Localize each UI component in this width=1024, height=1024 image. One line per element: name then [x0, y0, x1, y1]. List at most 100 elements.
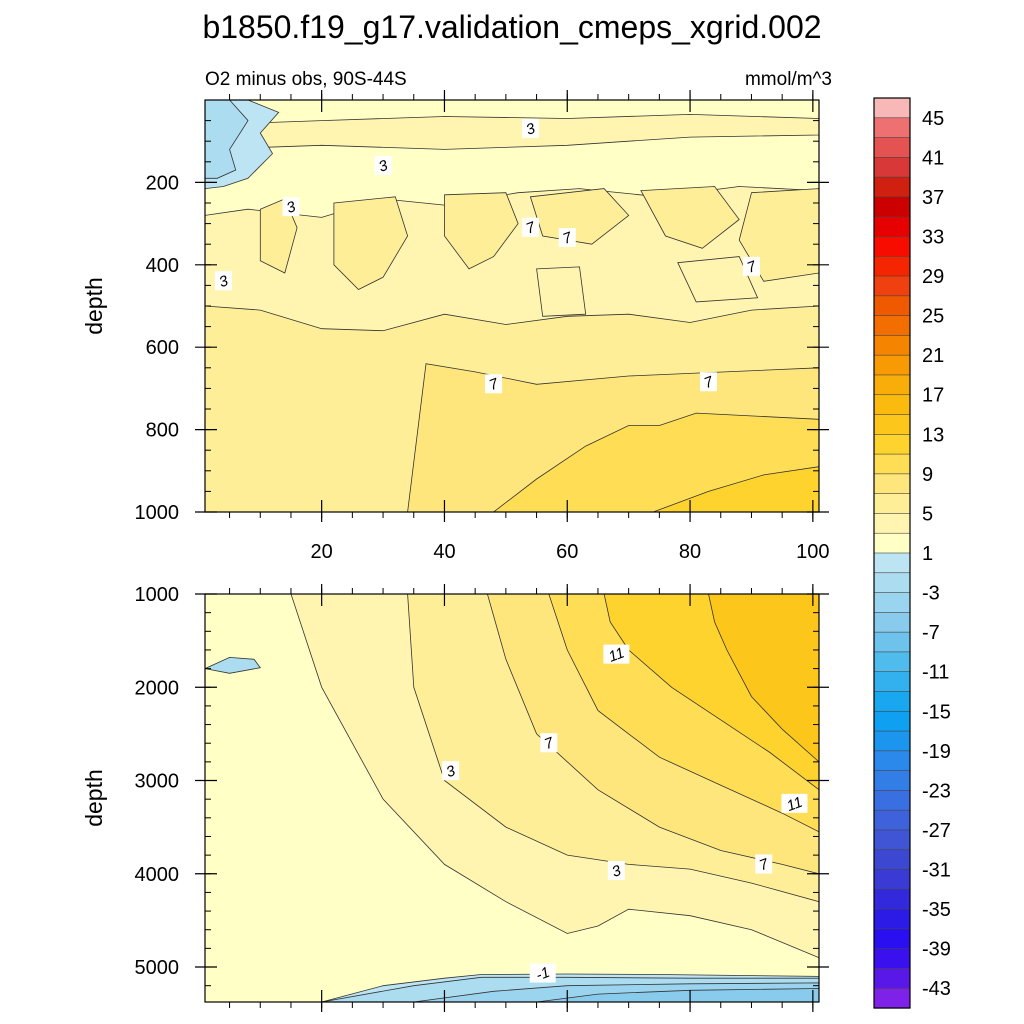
contour-region-level-neg3 — [205, 656, 262, 674]
contour-label-box — [485, 374, 503, 394]
y-tick-label: 3000 — [135, 771, 180, 793]
colorbar-label: 33 — [922, 227, 944, 249]
contour-region-level-neg3 — [205, 100, 249, 179]
contour-label-box — [699, 372, 717, 392]
y-tick-label: 200 — [146, 172, 179, 194]
colorbar-label: -15 — [922, 701, 951, 723]
contour-label-box — [521, 118, 539, 138]
contour-label-box — [603, 644, 630, 664]
y-tick-label: 4000 — [135, 864, 180, 886]
colorbar-swatch — [873, 453, 911, 475]
colorbar-swatch — [873, 354, 911, 376]
contour-region-level-11 — [653, 466, 819, 512]
colorbar-swatch — [873, 176, 911, 198]
colorbar-label: -31 — [922, 860, 951, 882]
colorbar-label: -27 — [922, 820, 951, 842]
contour-label-box — [214, 271, 232, 291]
x-tick-label: 40 — [433, 541, 455, 563]
colorbar-label: 13 — [922, 424, 944, 446]
colorbar-swatch — [873, 394, 911, 416]
figure-title: b1850.f19_g17.validation_cmeps_xgrid.002 — [202, 9, 821, 45]
colorbar-label: -11 — [922, 662, 949, 684]
contour-region-level-5 — [640, 186, 740, 249]
colorbar-frame — [873, 97, 911, 1009]
colorbar-label: -7 — [922, 622, 940, 644]
y-tick-label: 2000 — [135, 677, 180, 699]
colorbar-label: -35 — [922, 899, 951, 921]
colorbar-swatch — [873, 651, 911, 673]
colorbar-label: 37 — [922, 187, 944, 209]
contour-label: 11 — [784, 794, 804, 815]
y-tick-label: 400 — [146, 255, 179, 277]
contour-region-level-5 — [444, 192, 519, 270]
colorbar-swatch — [873, 730, 911, 752]
contour-region-level-5 — [333, 196, 409, 290]
colorbar-swatch — [873, 157, 911, 178]
colorbar-label: -19 — [922, 741, 951, 763]
colorbar-swatch — [873, 414, 911, 435]
colorbar-swatch — [873, 493, 911, 515]
contour-label-box — [755, 854, 773, 874]
contour-label-box — [529, 963, 556, 983]
contour-label-box — [607, 860, 625, 880]
colorbar-swatch — [873, 97, 911, 119]
y-tick-label: 800 — [146, 420, 179, 442]
upper-left-label: O2 minus obs, 90S-44S — [205, 69, 407, 90]
colorbar-swatch — [873, 948, 911, 970]
colorbar-swatch — [873, 117, 911, 139]
colorbar-swatch — [873, 335, 911, 356]
colorbar-label: -39 — [922, 939, 951, 961]
colorbar-swatch — [873, 473, 911, 495]
colorbar-label: 9 — [922, 464, 933, 486]
colorbar-swatch — [873, 710, 911, 732]
contour-region-level-neg7 — [536, 988, 819, 1002]
colorbar-swatch — [873, 255, 911, 277]
contour-label-box — [558, 228, 576, 248]
contour-region-level-3 — [536, 266, 587, 317]
colorbar-label: 25 — [922, 306, 944, 328]
colorbar-swatch — [873, 374, 911, 396]
colorbar-swatch — [873, 829, 911, 851]
y-axis: 200 400 600 800 1000 — [135, 99, 829, 524]
y-tick-label: 5000 — [135, 957, 180, 979]
x-axis: 20 40 60 80 100 — [229, 90, 830, 563]
colorbar-swatch — [873, 236, 911, 257]
colorbar-label: 41 — [922, 147, 944, 169]
x-tick-label: 20 — [311, 541, 333, 563]
colorbar-swatch — [873, 592, 911, 613]
colorbar-swatch — [873, 790, 911, 811]
colorbar-label: 17 — [922, 385, 944, 407]
contour-region-level-3 — [677, 256, 759, 303]
colorbar-label: -23 — [922, 780, 951, 802]
colorbar-swatch — [873, 750, 911, 772]
contour-region-level-5 — [529, 188, 630, 245]
colorbar-swatch — [873, 888, 911, 910]
colorbar-swatch — [873, 552, 911, 574]
y-axis-label: depth — [81, 277, 107, 335]
contour-label-box — [781, 793, 808, 813]
y-tick-label: 600 — [146, 337, 179, 359]
contour-region-level-13 — [708, 594, 819, 763]
colorbar-swatch — [873, 869, 911, 890]
colorbar-swatch — [873, 295, 911, 317]
x-axis — [229, 584, 814, 1012]
colorbar-swatch — [873, 987, 911, 1009]
colorbar-label: -43 — [922, 978, 951, 1000]
contour-label-box — [374, 155, 392, 175]
contour-label-box — [521, 217, 539, 237]
colorbar-swatch — [873, 671, 911, 693]
x-tick-label: 80 — [679, 541, 701, 563]
colorbar-swatch — [873, 196, 911, 218]
contour-region-level-3 — [205, 113, 819, 150]
colorbar-swatch — [873, 612, 911, 633]
y-tick-label: 1000 — [135, 584, 180, 606]
y-axis-label: depth — [81, 769, 107, 827]
contour-region-level-5 — [259, 198, 298, 274]
colorbar-swatch — [873, 433, 911, 455]
y-tick-label: 1000 — [135, 502, 180, 524]
contour-label-box — [742, 256, 760, 276]
units-label: mmol/m^3 — [745, 69, 832, 90]
colorbar-swatch — [873, 928, 911, 950]
contour-label-box — [540, 733, 558, 753]
